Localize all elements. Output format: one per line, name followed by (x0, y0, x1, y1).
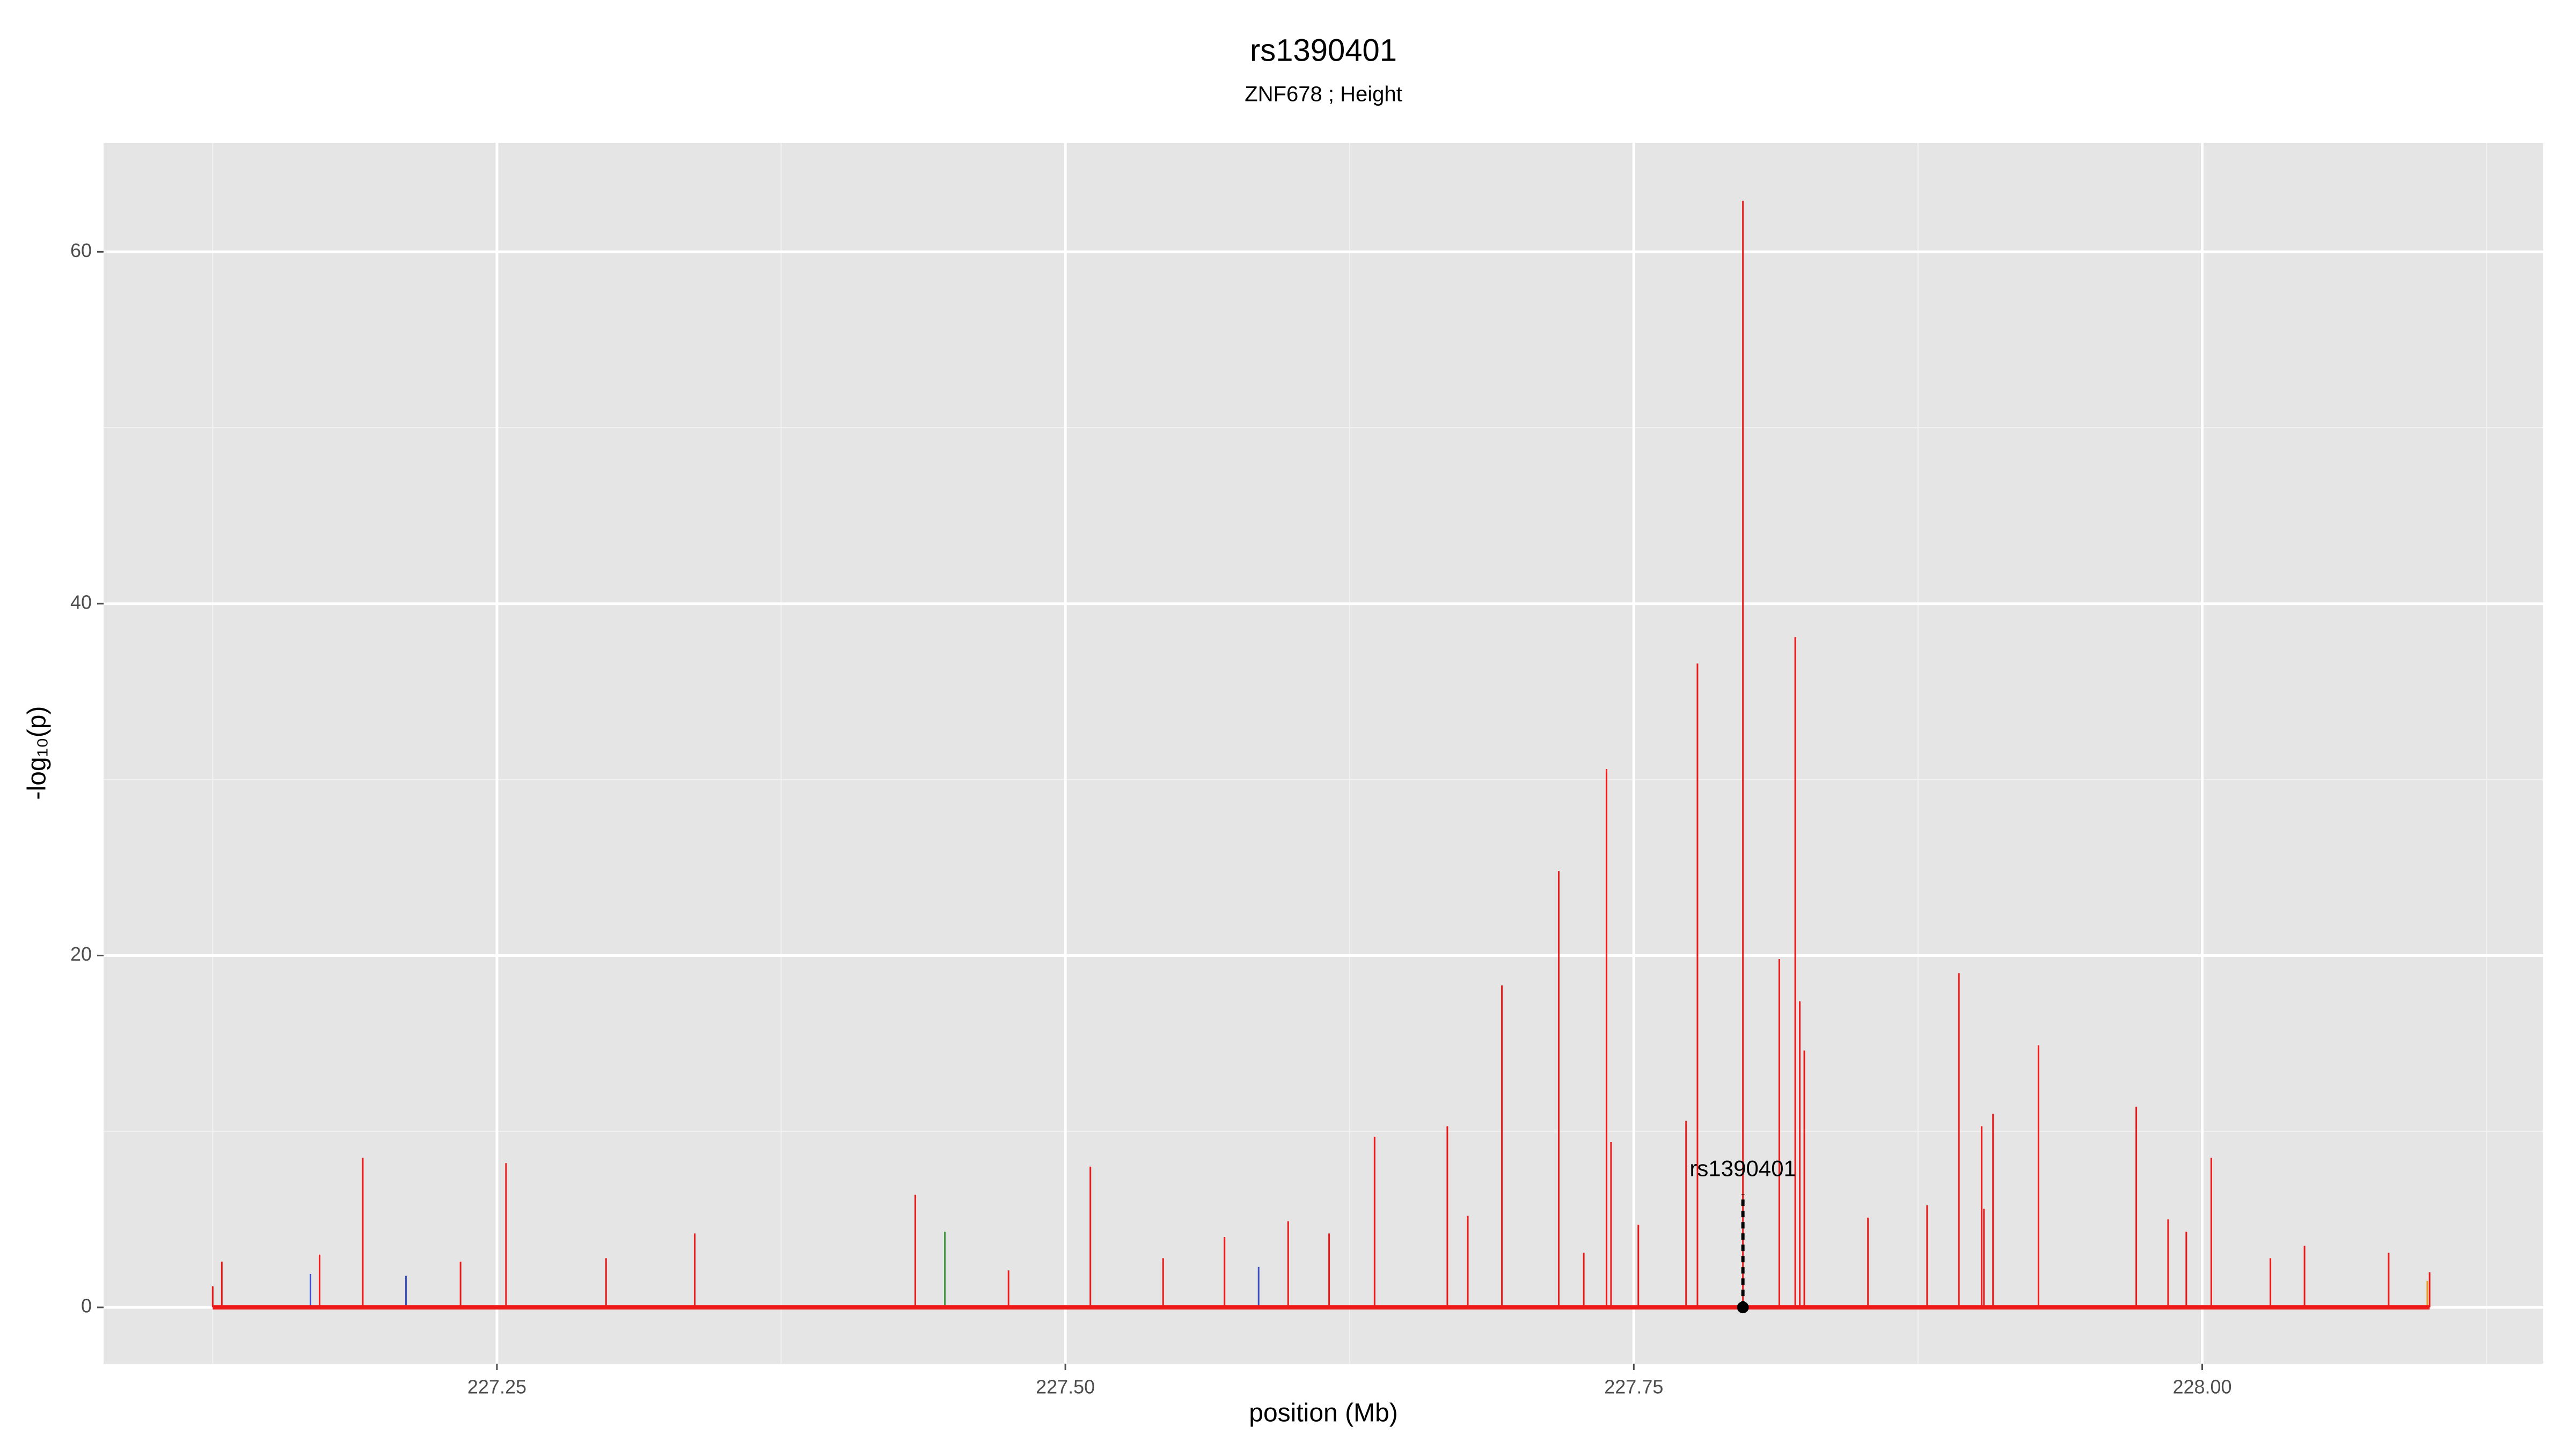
chart-subtitle: ZNF678 ; Height (1245, 83, 1402, 106)
annotation-label: rs1390401 (1689, 1156, 1796, 1181)
y-tick-label: 40 (70, 591, 92, 613)
marks (211, 201, 2431, 1310)
x-tick-label: 228.00 (2172, 1376, 2231, 1398)
y-tick-label: 0 (81, 1295, 92, 1317)
annotation-point (1737, 1301, 1749, 1314)
chart-title: rs1390401 (1250, 33, 1397, 68)
y-tick-label: 20 (70, 943, 92, 965)
y-tick-label: 60 (70, 239, 92, 261)
x-tick-label: 227.75 (1604, 1376, 1663, 1398)
x-tick-label: 227.50 (1036, 1376, 1095, 1398)
plot-panel (104, 143, 2543, 1364)
y-axis-title: -log₁₀(p) (23, 706, 52, 800)
x-axis-title: position (Mb) (1249, 1399, 1397, 1428)
x-tick-label: 227.25 (467, 1376, 526, 1398)
